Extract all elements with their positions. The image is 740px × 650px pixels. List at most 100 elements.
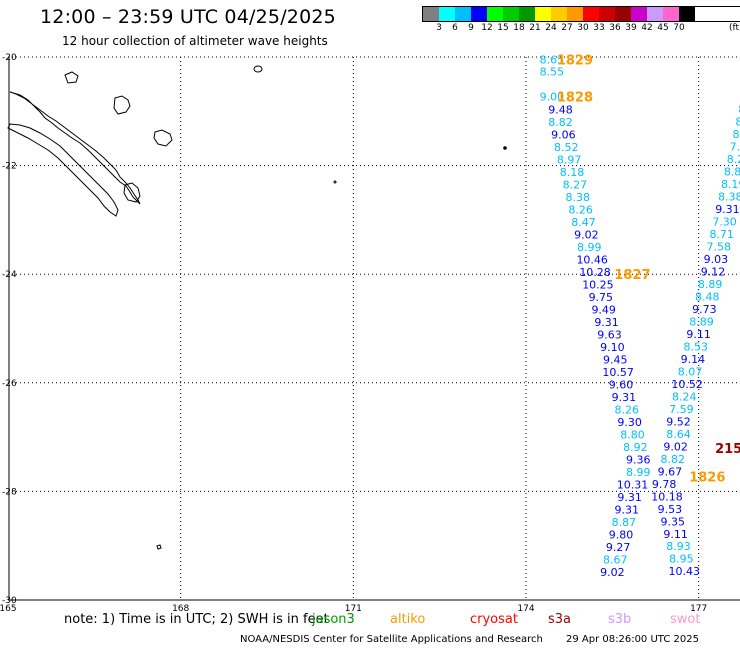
legend-tick-label: 21 [529, 23, 541, 33]
wave-height-value: 8.26 [614, 403, 639, 416]
wave-height-value: 9.60 [609, 378, 634, 391]
grande-terre-coast [7, 123, 119, 217]
legend-swatch [615, 7, 631, 21]
legend-tick-label: 18 [513, 23, 525, 33]
wave-height-value: 8.97 [557, 154, 582, 167]
wave-height-value: 10.46 [576, 254, 608, 267]
wave-height-value: 9.78 [652, 478, 677, 491]
wave-height-value: 8.87 [612, 516, 637, 529]
wave-height-value: 8.82 [548, 116, 573, 129]
legend-tick-label: 24 [545, 23, 557, 33]
legend-swatch [583, 7, 599, 21]
wave-height-value: 7.59 [669, 403, 694, 416]
island-hunter [333, 180, 337, 184]
wave-height-value: 8.18 [560, 166, 585, 179]
wave-height-value: 8.82 [661, 453, 686, 466]
wave-height-value: 8.89 [689, 315, 714, 328]
track-1828: 9.009.488.829.068.528.978.188.278.388.26… [540, 91, 608, 267]
legend-swatch [567, 7, 583, 21]
wave-height-value: 9.53 [658, 503, 683, 516]
wave-height-value: 9.36 [626, 453, 651, 466]
track-2156: 8.649.028.829.67 2156 [658, 428, 740, 478]
wave-height-value: 8.53 [684, 340, 709, 353]
legend-tick-label: 45 [657, 23, 669, 33]
wave-height-value: 10.25 [582, 279, 614, 292]
wave-height-value: 9.27 [606, 541, 631, 554]
wave-height-value: 9.03 [704, 253, 729, 266]
wave-height-value: 10.43 [669, 565, 701, 578]
lat-tick-label: -30 [2, 596, 17, 606]
wave-height-value: 9.12 [701, 265, 726, 278]
wave-height-value: 8.55 [540, 66, 565, 79]
wave-height-value: 8.32 [732, 128, 740, 141]
wave-height-value: 9.67 [658, 465, 683, 478]
wave-height-value: 7.73 [730, 141, 740, 154]
axis-labels: 165 168 171 174 177 -20 -22 -24 -26 -28 -30 [0, 53, 707, 614]
legend-tick-label: 42 [641, 23, 653, 33]
wave-height-value: 7.30 [712, 216, 737, 229]
legend-swatch [519, 7, 535, 21]
satellite-swot: swot [670, 612, 701, 627]
page-subtitle: 12 hour collection of altimeter wave hei… [62, 34, 328, 48]
wave-height-value: 9.06 [551, 129, 576, 142]
wave-height-value: 8.78 [735, 116, 740, 129]
wave-height-value: 8.47 [571, 216, 596, 229]
satellite-jason3: jason3 [312, 612, 355, 627]
legend-swatch [455, 7, 471, 21]
footer-credit: NOAA/NESDIS Center for Satellite Applica… [240, 634, 543, 645]
wave-height-value: 10.52 [671, 378, 703, 391]
wave-height-value: 8.65 [540, 54, 565, 67]
wave-height-value: 8.99 [626, 466, 651, 479]
lon-tick-label: 168 [172, 604, 189, 614]
track-id-label: 1829 [557, 54, 593, 69]
legend-tick-label: 70 [673, 23, 685, 33]
lon-tick-label: 171 [345, 604, 362, 614]
lon-tick-label: 165 [0, 604, 17, 614]
legend-swatch [647, 7, 663, 21]
satellite-s3b: s3b [608, 612, 632, 627]
wave-height-value: 8.26 [568, 204, 593, 217]
wave-height-value: 10.28 [579, 266, 611, 279]
wave-height-value: 9.02 [574, 229, 599, 242]
wave-height-value: 8.67 [603, 553, 628, 566]
track-2155: 7.898.117.728.478.238.788.327.738.228.87… [666, 103, 740, 428]
lat-tick-label: -26 [2, 379, 17, 389]
lon-tick-label: 174 [517, 604, 534, 614]
wave-height-value: 8.38 [566, 191, 591, 204]
legend-swatch [503, 7, 519, 21]
wave-height-value: 9.48 [548, 104, 573, 117]
wave-height-value: 9.49 [591, 303, 616, 316]
island-loyalty-1 [113, 95, 131, 115]
wave-height-value: 8.23 [738, 103, 740, 116]
grid-lines [8, 56, 740, 601]
wave-height-value: 8.48 [695, 290, 720, 303]
wave-height-value: 8.07 [678, 365, 703, 378]
wave-height-value: 7.58 [707, 241, 732, 254]
legend-swatch [487, 7, 503, 21]
new-caledonia-coast [9, 91, 141, 205]
wave-height-value: 9.31 [612, 391, 637, 404]
satellite-altiko: altiko [390, 612, 426, 627]
legend-swatch [439, 7, 455, 21]
wave-height-value: 8.64 [666, 428, 691, 441]
coastline [7, 65, 507, 550]
legend-swatch [471, 7, 487, 21]
lat-tick-label: -28 [2, 487, 17, 497]
wave-height-value: 9.75 [589, 291, 614, 304]
island-matthew [503, 146, 507, 150]
wave-height-value: 8.92 [623, 441, 648, 454]
wave-height-value: 8.19 [721, 178, 740, 191]
legend-swatch [679, 7, 695, 21]
wave-height-value: 8.24 [672, 390, 697, 403]
legend-tick-label: 6 [452, 23, 458, 33]
legend-tick-label: 39 [625, 23, 637, 33]
wave-height-value: 9.52 [666, 415, 691, 428]
wave-height-value: 8.71 [709, 228, 734, 241]
wave-height-value: 8.99 [577, 241, 602, 254]
wave-height-value: 8.95 [669, 553, 694, 566]
legend-tick-label: 15 [497, 23, 509, 33]
